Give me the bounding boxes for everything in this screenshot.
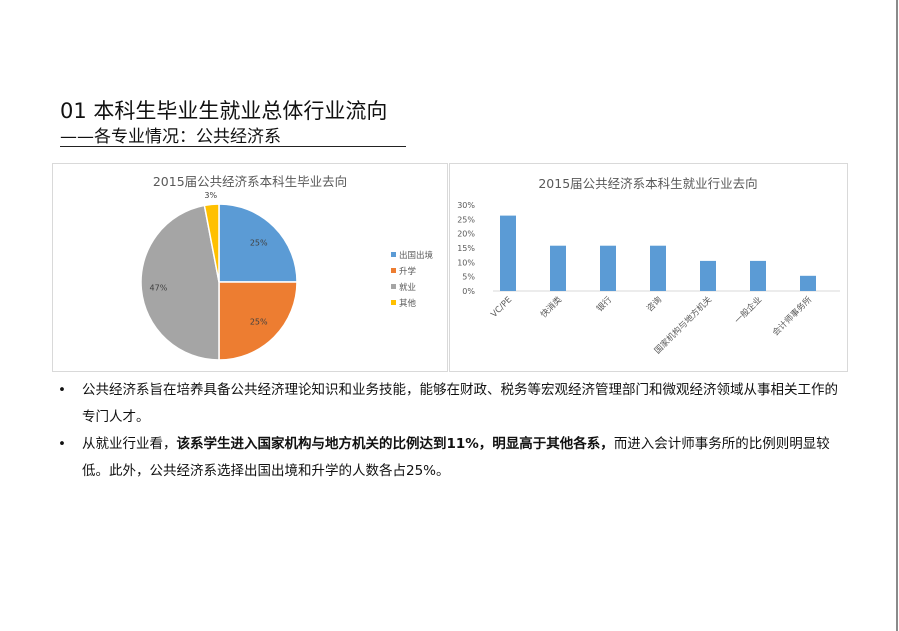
- y-tick-label: 10%: [457, 258, 475, 267]
- x-tick-label: 快消类: [538, 294, 564, 320]
- pie-slice-3: [203, 203, 220, 283]
- pie-chart: 2015届公共经济系本科生毕业去向 25% 出国出境 25% 升学 47% 就业 3% 其他: [52, 163, 448, 372]
- bullet-text: 从就业行业看，该系学生进入国家机构与地方机关的比例达到11%，明显高于其他各系，…: [82, 431, 838, 485]
- bullet-text-part: 该系学生进入国家机构与地方机关的比例达到11%，明显高于其他各系，: [176, 436, 614, 452]
- pie-chart-svg: 2015届公共经济系本科生毕业去向 25% 出国出境 25% 升学 47% 就业 3% 其他: [140, 174, 434, 361]
- bar-chart-svg: 2015届公共经济系本科生就业行业去向 0% 5% 10% 15% 20% 25% 30% VC…: [457, 176, 840, 356]
- x-tick-label: VC/PE: [489, 295, 514, 320]
- bar-0: [500, 215, 516, 291]
- y-tick-label: 0%: [462, 287, 475, 296]
- bar-3: [650, 245, 666, 291]
- pie-slice-0: [218, 203, 298, 283]
- bullet-symbol: •: [58, 436, 66, 452]
- title-underline: [60, 146, 406, 147]
- bullet-text-part: 从就业行业看，: [82, 436, 177, 452]
- legend-swatch: [391, 268, 396, 273]
- pie-data-label: 25%: [250, 318, 268, 327]
- legend-label: 出国出境: [399, 250, 434, 261]
- bar-1: [550, 245, 566, 291]
- page-edge: [896, 0, 898, 631]
- pie-data-label: 3%: [204, 191, 217, 200]
- y-tick-label: 5%: [462, 273, 475, 282]
- pie-data-label: 47%: [150, 284, 168, 293]
- bar-4: [700, 260, 716, 291]
- chart-title: 2015届公共经济系本科生毕业去向: [153, 174, 347, 189]
- bullet-text-part: 公共经济系旨在培养具备公共经济理论知识和业务技能，能够在财政、税务等宏观经济管理…: [82, 382, 838, 425]
- x-tick-label: 银行: [594, 294, 614, 314]
- pie-data-label: 25%: [250, 238, 268, 247]
- x-tick-label: 咨询: [644, 294, 664, 314]
- y-tick-label: 30%: [457, 201, 475, 210]
- y-tick-label: 15%: [457, 244, 475, 253]
- legend-label: 就业: [399, 282, 416, 293]
- y-tick-label: 25%: [457, 215, 475, 224]
- legend-swatch: [391, 300, 396, 305]
- legend-swatch: [391, 252, 396, 257]
- page-subtitle: ——各专业情况：公共经济系: [60, 127, 281, 147]
- chart-title: 2015届公共经济系本科生就业行业去向: [538, 176, 757, 191]
- pie-slice-2: [140, 204, 220, 361]
- bullet-text-part: 而进入会计师事务所的比例则明显较低。此外，公共经济系选择出国出境和升学的人数各占…: [82, 436, 830, 479]
- bar-5: [750, 260, 766, 291]
- bar-6: [800, 275, 816, 291]
- legend-label: 升学: [399, 266, 417, 277]
- legend-swatch: [391, 284, 396, 289]
- bullet-2: • 从就业行业看，该系学生进入国家机构与地方机关的比例达到11%，明显高于其他各…: [58, 431, 838, 485]
- y-tick-label: 20%: [457, 230, 475, 239]
- bullet-symbol: •: [58, 382, 66, 398]
- page-title: 01 本科生毕业生就业总体行业流向: [60, 99, 388, 123]
- bullet-1: • 公共经济系旨在培养具备公共经济理论知识和业务技能，能够在财政、税务等宏观经济…: [58, 377, 838, 431]
- x-tick-label: 会计师事务所: [770, 294, 814, 338]
- bullet-text: 公共经济系旨在培养具备公共经济理论知识和业务技能，能够在财政、税务等宏观经济管理…: [82, 377, 838, 431]
- pie-slice-1: [218, 281, 298, 361]
- x-tick-label: 一般企业: [732, 294, 764, 326]
- bar-chart: 2015届公共经济系本科生就业行业去向 0% 5% 10% 15% 20% 25% 30% VC…: [449, 163, 848, 372]
- legend-label: 其他: [399, 298, 417, 309]
- bar-2: [600, 245, 616, 291]
